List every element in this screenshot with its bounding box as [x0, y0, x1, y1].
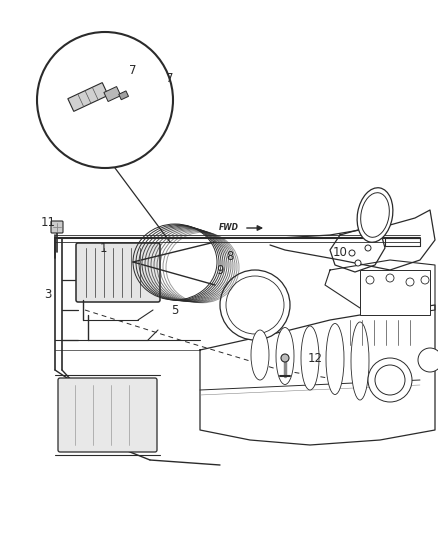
Polygon shape	[104, 86, 121, 101]
Circle shape	[421, 276, 429, 284]
Text: 8: 8	[226, 249, 234, 262]
FancyBboxPatch shape	[51, 221, 63, 233]
Ellipse shape	[276, 327, 294, 384]
Circle shape	[220, 270, 290, 340]
Text: 12: 12	[307, 351, 322, 365]
Polygon shape	[119, 91, 128, 100]
Circle shape	[226, 276, 284, 334]
Circle shape	[365, 245, 371, 251]
Ellipse shape	[351, 322, 369, 400]
FancyBboxPatch shape	[58, 378, 157, 452]
Circle shape	[418, 348, 438, 372]
Bar	[360, 270, 430, 315]
Polygon shape	[68, 83, 108, 111]
Circle shape	[349, 250, 355, 256]
Text: 10: 10	[332, 246, 347, 260]
Text: 3: 3	[44, 288, 52, 302]
Ellipse shape	[251, 330, 269, 380]
Text: 7: 7	[129, 63, 137, 77]
Circle shape	[281, 354, 289, 362]
Circle shape	[368, 358, 412, 402]
Text: 5: 5	[171, 303, 179, 317]
Circle shape	[355, 260, 361, 266]
FancyBboxPatch shape	[76, 243, 160, 302]
Circle shape	[406, 278, 414, 286]
Text: 1: 1	[99, 241, 107, 254]
Circle shape	[366, 276, 374, 284]
Ellipse shape	[360, 193, 389, 237]
Text: 9: 9	[216, 263, 224, 277]
Ellipse shape	[357, 188, 393, 243]
Text: FWD: FWD	[219, 223, 239, 232]
Circle shape	[375, 365, 405, 395]
Text: 7: 7	[166, 71, 174, 85]
Ellipse shape	[301, 326, 319, 390]
Ellipse shape	[326, 324, 344, 394]
Circle shape	[386, 274, 394, 282]
Text: 11: 11	[40, 215, 56, 229]
